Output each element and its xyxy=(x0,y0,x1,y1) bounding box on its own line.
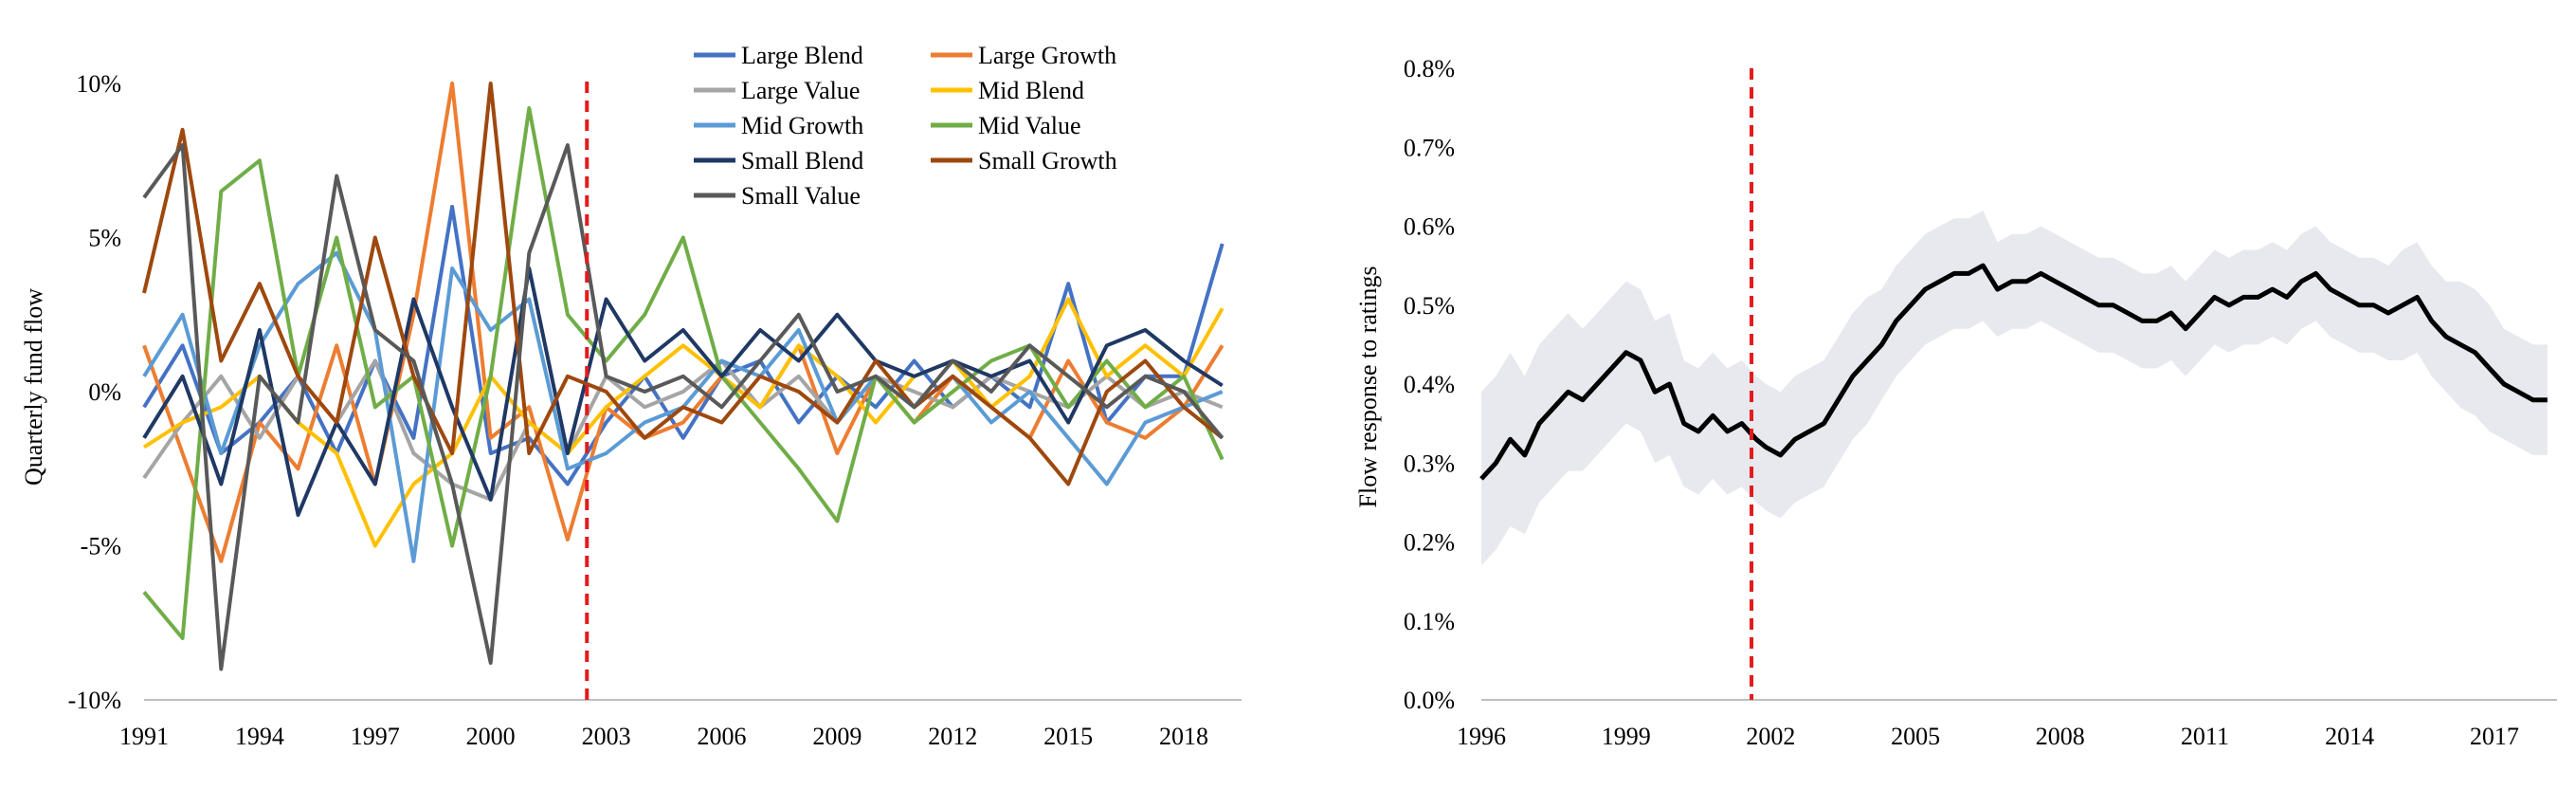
legend-label-mid-blend: Mid Blend xyxy=(978,77,1084,104)
legend-label-small-blend: Small Blend xyxy=(741,147,863,174)
right-x-tick-label: 2008 xyxy=(2036,723,2085,750)
right-y-tick-label: 0.6% xyxy=(1404,213,1455,241)
left-y-tick-label: -10% xyxy=(68,687,121,714)
right-x-tick-label: 2005 xyxy=(1891,723,1940,750)
right-y-tick-label: 0.4% xyxy=(1404,371,1455,398)
right-y-tick-label: 0.7% xyxy=(1404,134,1455,161)
left-x-tick-label: 1994 xyxy=(235,723,284,750)
right-y-tick-label: 0.8% xyxy=(1404,55,1455,83)
series-line-small-growth xyxy=(142,82,1224,486)
right-x-tick-label: 2011 xyxy=(2181,723,2229,750)
left-x-tick-label: 2003 xyxy=(582,723,631,750)
left-legend: Large Blend Large Growth Large Value Mid Bl… xyxy=(694,42,1117,210)
right-plot-area xyxy=(1479,210,2548,566)
right-chart: Flow response to ratings 0.8% 0.7% 0.6% 0.5… xyxy=(1354,55,2557,750)
left-x-tick-label: 2009 xyxy=(812,723,862,750)
left-x-tick-label: 2000 xyxy=(466,723,516,750)
right-x-tick-label: 2017 xyxy=(2470,723,2519,750)
confidence-band xyxy=(1481,210,2548,566)
right-x-tick-label: 2002 xyxy=(1746,723,1795,750)
left-y-tick-label: 0% xyxy=(88,378,121,406)
series-line-small-blend xyxy=(142,266,1224,517)
left-x-tick-label: 2012 xyxy=(928,723,977,750)
legend-label-small-value: Small Value xyxy=(741,182,861,210)
left-y-tick-label: 10% xyxy=(76,70,121,98)
left-x-tick-labels: 1991 1994 1997 2000 2003 2006 2009 2012 2015 2018 xyxy=(119,723,1208,750)
legend-label-small-growth: Small Growth xyxy=(978,147,1117,174)
right-y-tick-label: 0.3% xyxy=(1404,450,1455,477)
right-x-tick-label: 1996 xyxy=(1457,723,1506,750)
left-plot-area xyxy=(142,82,1225,671)
left-y-tick-labels: 10% 5% 0% -5% -10% xyxy=(68,70,121,714)
left-y-tick-label: -5% xyxy=(81,533,121,560)
left-x-tick-label: 1997 xyxy=(351,723,400,750)
legend-label-large-growth: Large Growth xyxy=(978,42,1116,69)
series-line-mid-value xyxy=(142,106,1225,640)
left-y-axis-label: Quarterly fund flow xyxy=(20,288,47,486)
series-line-small-value xyxy=(142,143,1225,671)
legend-label-mid-value: Mid Value xyxy=(978,112,1081,139)
right-y-tick-labels: 0.8% 0.7% 0.6% 0.5% 0.4% 0.3% 0.2% 0.1% 0.0% xyxy=(1404,55,1455,714)
left-y-tick-label: 5% xyxy=(88,225,121,252)
flow-response-line xyxy=(1479,263,2548,481)
left-x-tick-label: 2018 xyxy=(1159,723,1208,750)
left-x-tick-label: 1991 xyxy=(119,723,169,750)
right-y-axis-label: Flow response to ratings xyxy=(1354,266,1382,508)
series-line-mid-blend xyxy=(142,297,1225,548)
left-x-tick-label: 2015 xyxy=(1043,723,1093,750)
right-y-tick-label: 0.5% xyxy=(1404,292,1455,320)
right-y-tick-label: 0.1% xyxy=(1404,608,1455,635)
series-line-large-growth xyxy=(142,82,1225,563)
legend-label-large-value: Large Value xyxy=(741,77,860,104)
right-y-tick-label: 0.0% xyxy=(1404,687,1455,714)
legend-label-mid-growth: Mid Growth xyxy=(741,112,863,139)
right-x-tick-label: 1999 xyxy=(1602,723,1651,750)
legend-label-large-blend: Large Blend xyxy=(741,42,863,69)
left-chart: Quarterly fund flow 10%5%0%-5%-10% 1991 1… xyxy=(20,42,1242,750)
left-x-tick-label: 2006 xyxy=(697,723,746,750)
right-x-tick-labels: 1996 1999 2002 2005 2008 2011 2014 2017 xyxy=(1457,723,2519,750)
right-x-tick-label: 2014 xyxy=(2325,723,2374,750)
right-y-tick-label: 0.2% xyxy=(1404,529,1455,557)
